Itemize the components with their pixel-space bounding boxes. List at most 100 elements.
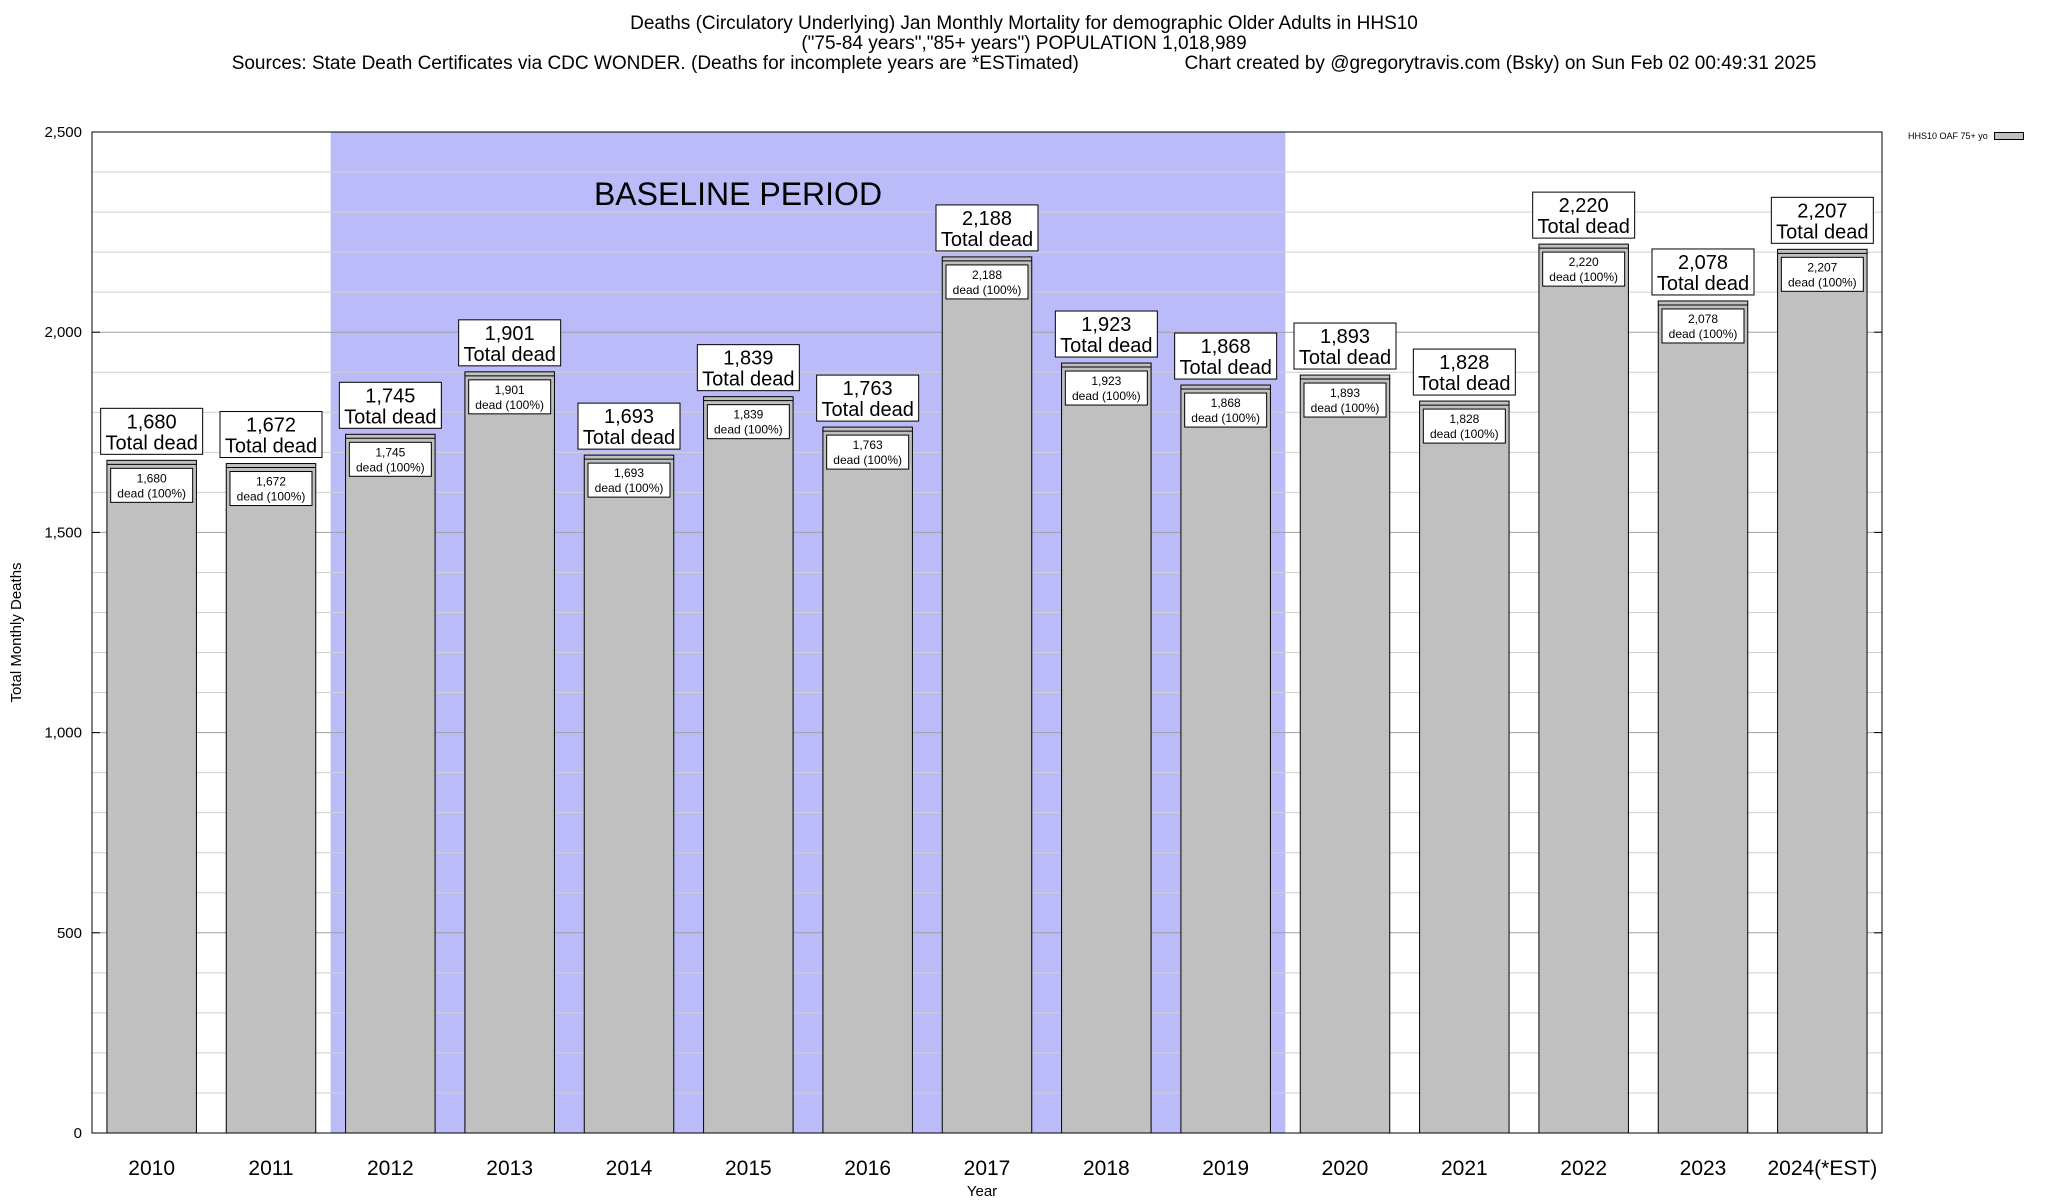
plot-frame (91, 131, 1883, 1134)
legend-label: HHS10 OAF 75+ yo (1908, 131, 1988, 141)
bar-inner-label-box (587, 462, 671, 498)
bar-top-value: 2,207 (1797, 200, 1847, 222)
x-axis-label: Year (967, 1183, 997, 1200)
bar-top-label-box (1174, 332, 1278, 380)
bar-inner-value: 1,839 (733, 408, 763, 422)
bar-top-value: 1,893 (1320, 326, 1370, 348)
bar-inner-value: 1,763 (853, 438, 883, 452)
bar (703, 396, 794, 1134)
bar-top-caption: Total dead (702, 369, 794, 391)
bar-inner-value: 2,220 (1569, 255, 1599, 269)
bar-top-value: 1,680 (127, 411, 177, 433)
bar-top-caption: Total dead (822, 399, 914, 421)
y-tick-label: 1,000 (44, 725, 82, 742)
x-tick-label: 2013 (486, 1157, 533, 1180)
bar-top-caption: Total dead (1538, 216, 1630, 238)
bar-top-caption: Total dead (1657, 273, 1749, 295)
bar-inner-label-box (1661, 308, 1745, 344)
bar-top-caption: Total dead (1180, 357, 1272, 379)
bar-top-label-box (1651, 248, 1755, 296)
bar (1299, 374, 1391, 1134)
bar-inner-label-box (1780, 256, 1864, 292)
bar-inner-value: 1,745 (375, 445, 405, 459)
bar-top-value: 1,828 (1439, 352, 1489, 374)
bar-top-value: 2,078 (1678, 252, 1728, 274)
x-tick-label: 2015 (725, 1157, 772, 1180)
y-tick-label: 1,500 (44, 524, 82, 541)
bar-inner-value: 2,078 (1688, 312, 1718, 326)
bar-inner-value: 2,188 (972, 268, 1002, 282)
bar-top-caption: Total dead (1418, 373, 1510, 395)
bar-top-value: 1,763 (843, 378, 893, 400)
bar-inner-label-box (706, 404, 790, 440)
chart-sources-line: Sources: State Death Certificates via CD… (0, 54, 2048, 74)
bar-inner-label-box (1303, 382, 1387, 418)
bar-inner-label-box (1064, 370, 1148, 406)
bar (583, 454, 675, 1134)
bar-inner-caption: dead (100%) (1072, 389, 1141, 403)
bar-inner-caption: dead (100%) (714, 423, 783, 437)
bar-inner-label-box (348, 441, 432, 477)
x-tick-label: 2024(*EST) (1767, 1157, 1877, 1180)
bar-inner-caption: dead (100%) (595, 481, 664, 495)
bar-inner-caption: dead (100%) (1669, 327, 1738, 341)
y-tick-label: 2,000 (44, 324, 82, 341)
bar-inner-caption: dead (100%) (1430, 427, 1499, 441)
bar-top-caption: Total dead (1776, 221, 1868, 243)
bar-top-label-box (935, 204, 1039, 252)
bar-top-label-box (1412, 348, 1516, 396)
legend-swatch (1993, 132, 2024, 140)
bar-top-label-box (1532, 191, 1636, 239)
bar-top-caption: Total dead (344, 406, 436, 428)
x-tick-label: 2011 (248, 1157, 293, 1180)
bar-top-value: 1,868 (1201, 336, 1251, 358)
bar-inner-value: 1,901 (495, 383, 525, 397)
bar-top-label-box (1054, 310, 1158, 358)
bar-top-label-box (696, 344, 800, 392)
bar-inner-label-box (1542, 251, 1626, 287)
x-tick-label: 2022 (1560, 1157, 1607, 1180)
bar-top-value: 1,923 (1081, 314, 1131, 336)
bar-inner-caption: dead (100%) (356, 460, 425, 474)
bar-top-caption: Total dead (106, 432, 198, 454)
x-tick-label: 2010 (128, 1157, 175, 1180)
bar (345, 433, 436, 1134)
x-tick-label: 2014 (606, 1157, 653, 1180)
bar-inner-label-box (826, 434, 910, 470)
bar (1777, 248, 1868, 1134)
x-tick-label: 2017 (964, 1157, 1011, 1180)
bar-inner-caption: dead (100%) (237, 490, 306, 504)
bar (1419, 400, 1510, 1134)
bar-top-label-box (219, 411, 323, 459)
bar-top-label-box (577, 402, 681, 450)
x-tick-label: 2021 (1441, 1157, 1488, 1180)
bar (464, 371, 555, 1134)
y-axis-label: Total Monthly Deaths (8, 562, 25, 702)
bar-top-value: 1,672 (246, 415, 296, 437)
chart-title-line-2: ("75-84 years","85+ years") POPULATION 1… (801, 33, 1247, 54)
bar-top-caption: Total dead (583, 427, 675, 449)
bar (1180, 384, 1271, 1134)
bar-inner-label-box (1184, 392, 1268, 428)
bar-top-caption: Total dead (1299, 347, 1391, 369)
bar-inner-caption: dead (100%) (833, 453, 902, 467)
bar-inner-label-box (110, 467, 194, 503)
bar-top-value: 1,901 (485, 323, 535, 345)
x-tick-label: 2016 (844, 1157, 891, 1180)
bar-inner-value: 1,893 (1330, 386, 1360, 400)
bar (106, 459, 197, 1134)
bar (822, 426, 913, 1134)
bar (225, 463, 317, 1134)
bar-top-label-box (100, 407, 204, 455)
bar-top-caption: Total dead (1060, 335, 1152, 357)
bar-inner-value: 1,693 (614, 466, 644, 480)
x-tick-label: 2018 (1083, 1157, 1130, 1180)
bar-inner-caption: dead (100%) (1311, 401, 1380, 415)
bar-inner-label-box (468, 379, 552, 415)
baseline-label: BASELINE PERIOD (594, 176, 882, 212)
bar-inner-caption: dead (100%) (1191, 411, 1260, 425)
x-tick-label: 2019 (1202, 1157, 1249, 1180)
x-tick-label: 2020 (1322, 1157, 1369, 1180)
bar-inner-value: 1,828 (1449, 412, 1479, 426)
